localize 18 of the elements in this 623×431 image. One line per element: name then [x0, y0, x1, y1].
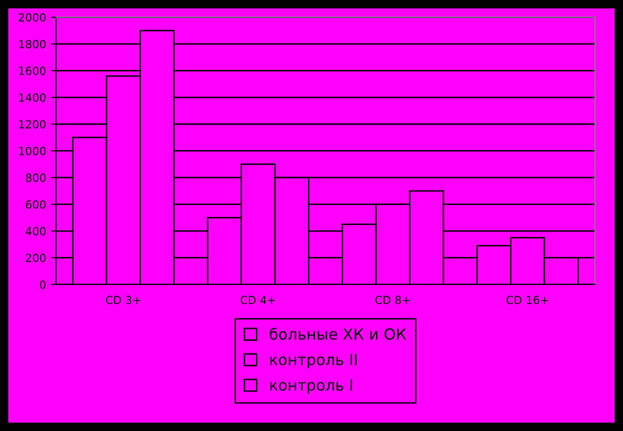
- y-tick-label: 1200: [19, 120, 46, 129]
- y-tick-label: 200: [26, 254, 46, 262]
- y-tick-label: 1600: [19, 66, 46, 76]
- legend-label: контроль I: [270, 379, 352, 394]
- legend-label: больные ХК и ОК: [270, 328, 406, 340]
- y-tick-label: 400: [26, 226, 46, 236]
- y-tick-label: 1000: [19, 146, 46, 156]
- y-tick-label: 1400: [19, 93, 46, 102]
- y-tick-label: 1800: [19, 40, 46, 48]
- y-tick-label: 600: [26, 200, 46, 209]
- legend-label: контроль II: [270, 354, 357, 368]
- x-tick-label: CD 3+: [106, 296, 140, 304]
- y-tick-label: 2000: [18, 13, 46, 22]
- x-tick-label: CD 8+: [375, 296, 410, 304]
- y-tick-label: 0: [40, 280, 46, 289]
- x-tick-label: CD 16+: [506, 296, 548, 304]
- x-tick-label: CD 4+: [240, 296, 276, 304]
- y-tick-label: 800: [26, 174, 46, 182]
